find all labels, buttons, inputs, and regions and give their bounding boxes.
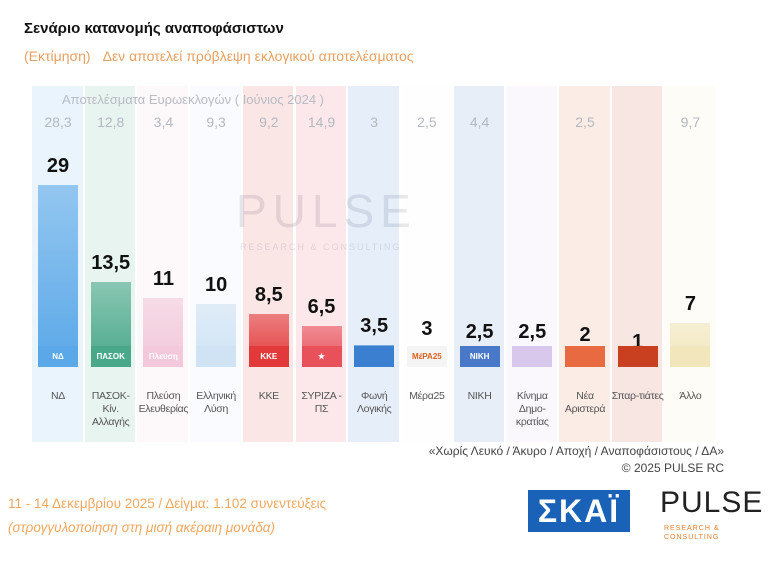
footer-rounding: (στρογγυλοποίηση στη μισή ακέραιη μονάδα… <box>8 520 275 535</box>
value-label: 1 <box>632 330 644 353</box>
value-label: 2,5 <box>465 321 494 344</box>
party-logo: Πλεύση <box>143 346 184 366</box>
category-label: Κίνημα Δημο-κρατίας <box>515 390 549 428</box>
previous-value: 3,4 <box>153 114 174 130</box>
previous-value: 28,3 <box>44 114 72 130</box>
value-label: 10 <box>204 274 228 297</box>
subtitle-disclaimer: Δεν αποτελεί πρόβλεψη εκλογικού αποτελέσ… <box>102 48 414 64</box>
party-logo: ΚΚΕ <box>248 346 289 366</box>
previous-value: 3 <box>370 114 379 130</box>
note-copyright: © 2025 PULSE RC <box>621 461 724 475</box>
previous-value: 9,3 <box>206 114 226 130</box>
watermark-sub: RESEARCH & CONSULTING <box>240 242 402 252</box>
value-label: 8,5 <box>254 283 283 306</box>
value-label: 3,5 <box>360 315 389 338</box>
category-label: Φωνή Λογικής <box>356 390 392 415</box>
category-label: Μέρα25 <box>409 390 445 402</box>
category-label: ΠΑΣΟΚ-Κίν. Αλλαγής <box>91 390 130 428</box>
previous-value: 12,8 <box>97 114 125 130</box>
previous-value: 9,2 <box>259 114 279 130</box>
watermark: PULSE <box>236 185 417 237</box>
category-label: Σπαρ-τιάτες <box>611 390 664 402</box>
category-label: ΚΚΕ <box>258 390 279 402</box>
party-logo: ΝΔ <box>38 346 78 366</box>
previous-value: 2,5 <box>575 114 595 130</box>
footer-fieldwork: 11 - 14 Δεκεμβρίου 2025 / Δείγμα: 1.102 … <box>8 496 327 511</box>
party-logo: ΝΙΚΗ <box>459 346 500 366</box>
value-label: 29 <box>46 155 70 177</box>
value-label: 2 <box>579 324 591 347</box>
subtitle-estimate: (Εκτίμηση) <box>24 48 91 64</box>
previous-value: 14,9 <box>307 114 336 130</box>
previous-results-label: Αποτελέσματα Ευρωεκλογών ( Ιούνιος 2024 … <box>62 92 324 107</box>
category-label: ΝΙΚΗ <box>467 390 492 402</box>
party-logo: ΠΑΣΟΚ <box>90 346 131 366</box>
note-exclusions: «Χωρίς Λευκό / Άκυρο / Αποχή / Αναποφάσι… <box>428 444 724 458</box>
value-label: 3 <box>421 318 433 341</box>
background-stripe <box>137 86 189 442</box>
background-stripe <box>453 86 505 442</box>
value-label: 13,5 <box>91 252 131 275</box>
value-label: 11 <box>152 267 174 290</box>
value-label: 2,5 <box>518 321 547 344</box>
previous-value: 4,4 <box>469 114 490 130</box>
background-stripe <box>559 86 610 442</box>
previous-value: 9,7 <box>680 114 701 130</box>
background-stripe <box>242 86 294 442</box>
title: Σενάριο κατανομής αναποφάσιστων <box>24 20 284 37</box>
background-stripe <box>84 86 136 442</box>
bar <box>38 185 78 367</box>
previous-value: 2,5 <box>417 114 437 130</box>
background-stripe <box>506 86 557 442</box>
category-label: Άλλο <box>679 390 702 402</box>
background-stripe <box>664 86 716 442</box>
party-logo <box>617 346 658 366</box>
value-label: 6,5 <box>307 296 336 319</box>
category-label: Πλεύση Ελευθερίας <box>138 390 189 415</box>
value-label: 7 <box>684 293 696 316</box>
skai-logo: ΣΚΑΪ <box>528 490 630 532</box>
party-logo: ★ <box>301 346 342 366</box>
background-stripe <box>400 86 452 442</box>
pulse-logo-sub: RESEARCH & CONSULTING <box>664 525 720 541</box>
party-logo <box>354 346 395 366</box>
background-stripe <box>295 86 347 442</box>
background-stripe <box>611 86 663 442</box>
category-label: Νέα Αριστερά <box>564 390 606 415</box>
category-label: Ελληνική Λύση <box>196 390 236 415</box>
subtitle: (Εκτίμηση) Δεν αποτελεί πρόβλεψη εκλογικο… <box>24 48 426 64</box>
category-label: ΣΥΡΙΖΑ - ΠΣ <box>301 390 342 415</box>
party-logo <box>565 346 605 366</box>
party-logo <box>670 346 711 366</box>
party-logo <box>512 346 553 366</box>
background-stripe <box>348 86 399 442</box>
pulse-logo: PULSE <box>660 486 764 519</box>
background-stripe <box>190 86 241 442</box>
party-logo: ΜέΡΑ25 <box>406 346 447 366</box>
party-logo <box>196 346 237 366</box>
category-label: ΝΔ <box>51 390 65 402</box>
